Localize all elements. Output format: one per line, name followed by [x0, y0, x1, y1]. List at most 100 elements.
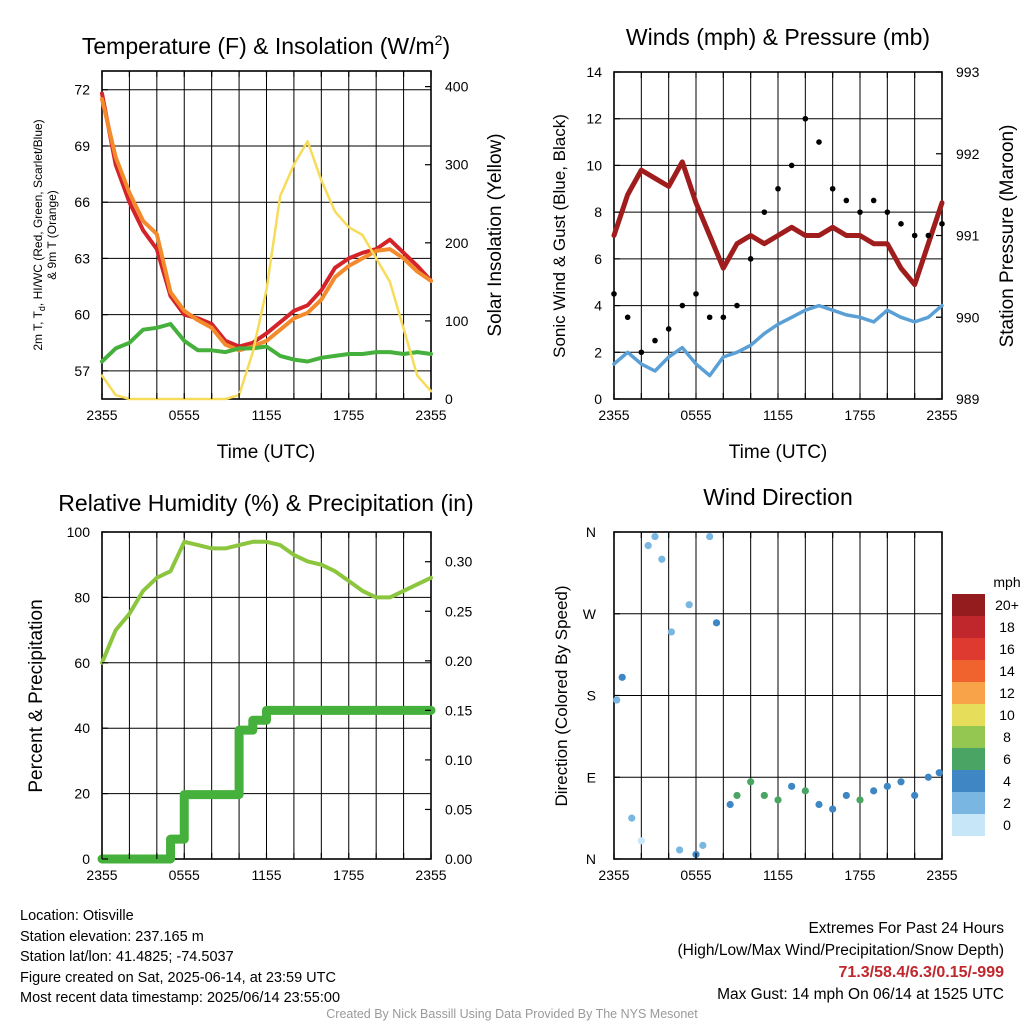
humidity-axis-ticks: 2355 0555 1155 1755 23550204060801000.000.05…	[67, 524, 473, 883]
series-wind	[612, 303, 944, 378]
left-tick-label: 69	[74, 138, 90, 154]
direction-tick-label: S	[587, 688, 596, 704]
direction-point	[935, 769, 943, 777]
right-tick-label: 0.15	[445, 702, 472, 718]
winds-axis-ticks: 2355 0555 1155 1755 235502468101214989990991…	[586, 64, 979, 423]
gust-point	[693, 291, 699, 297]
direction-tick-label: W	[583, 606, 597, 622]
extremes-box: Extremes For Past 24 Hours (High/Low/Max…	[678, 918, 1005, 1006]
x-tick-label: 2355	[86, 867, 117, 883]
right-tick-label: 990	[956, 309, 980, 325]
left-tick-label: 60	[74, 307, 90, 323]
legend-swatch	[952, 770, 985, 792]
legend-title: mph	[993, 574, 1020, 590]
x-tick-label: 2355	[86, 407, 117, 423]
gust-point	[706, 314, 713, 321]
x-tick-label: 0555	[169, 407, 200, 423]
gust-point	[775, 185, 781, 192]
winds-panel: Winds (mph) & Pressure (mb) 2355 0555 1155…	[550, 24, 1018, 463]
direction-point	[897, 778, 905, 786]
x-tick-label: 0555	[680, 407, 711, 423]
legend-swatch	[952, 594, 985, 616]
gust-point	[638, 349, 645, 356]
gust-point	[611, 291, 617, 297]
x-tick-label: 1755	[333, 407, 364, 423]
right-tick-label: 0.10	[445, 752, 472, 768]
figure-created: Figure created on Sat, 2025-06-14, at 23…	[20, 969, 336, 986]
direction-point	[801, 787, 809, 795]
gust-point	[788, 162, 795, 169]
right-tick-label: 0.30	[445, 554, 472, 570]
direction-tick-label: E	[587, 769, 596, 785]
right-tick-label: 992	[956, 146, 980, 162]
winds-ylabel-left: Sonic Wind & Gust (Blue, Black)	[550, 114, 569, 358]
series-rh	[100, 539, 433, 665]
winds-series	[611, 115, 945, 378]
credit-line: Created By Nick Bassill Using Data Provi…	[326, 1007, 698, 1021]
direction-point	[637, 837, 645, 845]
left-tick-label: 40	[74, 720, 90, 736]
x-tick-label: 2355	[415, 407, 446, 423]
x-tick-label: 1155	[251, 407, 281, 423]
x-tick-label: 1155	[763, 867, 793, 883]
legend-swatch	[952, 726, 985, 748]
legend-swatch	[952, 638, 985, 660]
left-tick-label: 72	[74, 82, 90, 98]
left-tick-label: 66	[74, 194, 90, 210]
direction-point	[726, 800, 734, 809]
series-precip	[97, 705, 436, 864]
direction-point	[760, 791, 768, 800]
left-tick-label: 57	[74, 363, 90, 379]
gust-point	[734, 302, 740, 309]
gust-point	[911, 232, 918, 239]
max-gust: Max Gust: 14 mph On 06/14 at 1525 UTC	[717, 986, 1004, 1003]
left-tick-label: 100	[67, 524, 91, 540]
left-tick-label: 10	[586, 157, 602, 173]
right-tick-label: 993	[956, 64, 980, 80]
legend-swatch	[952, 682, 985, 704]
wind-direction-panel: Wind Direction 2355 0555 1155 1755 2355NESWN…	[552, 484, 1021, 883]
direction-point	[829, 805, 837, 813]
extremes-title: Extremes For Past 24 Hours	[808, 920, 1004, 937]
wind-direction-points	[613, 532, 943, 859]
legend-swatch	[952, 748, 985, 770]
direction-tick-label: N	[586, 524, 596, 540]
right-tick-label: 0.00	[445, 851, 472, 867]
legend-label: 10	[999, 707, 1015, 723]
x-tick-label: 0555	[169, 867, 200, 883]
humidity-panel: Relative Humidity (%) & Precipitation (i…	[26, 490, 474, 883]
winds-title: Winds (mph) & Pressure (mb)	[626, 24, 930, 50]
wind-direction-grid	[614, 532, 942, 859]
station-info: Location: Otisville Station elevation: 2…	[20, 906, 340, 1009]
left-tick-label: 80	[74, 589, 90, 605]
gust-point	[720, 314, 727, 321]
legend-label: 2	[1003, 795, 1011, 811]
legend-swatch	[952, 704, 985, 726]
right-tick-label: 0	[445, 391, 453, 407]
direction-point	[788, 782, 796, 790]
legend-swatch	[952, 616, 985, 638]
solar-ylabel-right: Solar Insolation (Yellow)	[485, 133, 506, 336]
extremes-subtitle: (High/Low/Max Wind/Precipitation/Snow De…	[677, 942, 1005, 959]
direction-point	[699, 841, 707, 849]
left-tick-label: 6	[594, 251, 602, 267]
x-tick-label: 0555	[680, 867, 711, 883]
wind-direction-ylabel: Direction (Colored By Speed)	[552, 585, 571, 806]
gust-point	[925, 232, 932, 239]
gust-point	[802, 115, 809, 122]
right-tick-label: 991	[956, 228, 980, 244]
x-tick-label: 1155	[251, 867, 281, 883]
legend-label: 4	[1003, 773, 1011, 789]
humidity-ylabel-left: Percent & Precipitation	[26, 599, 47, 792]
direction-point	[924, 773, 932, 781]
legend-swatch	[952, 660, 985, 682]
left-tick-label: 20	[74, 786, 90, 802]
direction-point	[651, 532, 659, 541]
left-tick-label: 12	[586, 111, 602, 127]
x-tick-label: 1155	[763, 407, 793, 423]
left-tick-label: 0	[594, 391, 602, 407]
humidity-series	[97, 539, 436, 864]
station-latlon: Station lat/lon: 41.4825; -74.5037	[20, 949, 234, 965]
right-tick-label: 0.25	[445, 603, 472, 619]
